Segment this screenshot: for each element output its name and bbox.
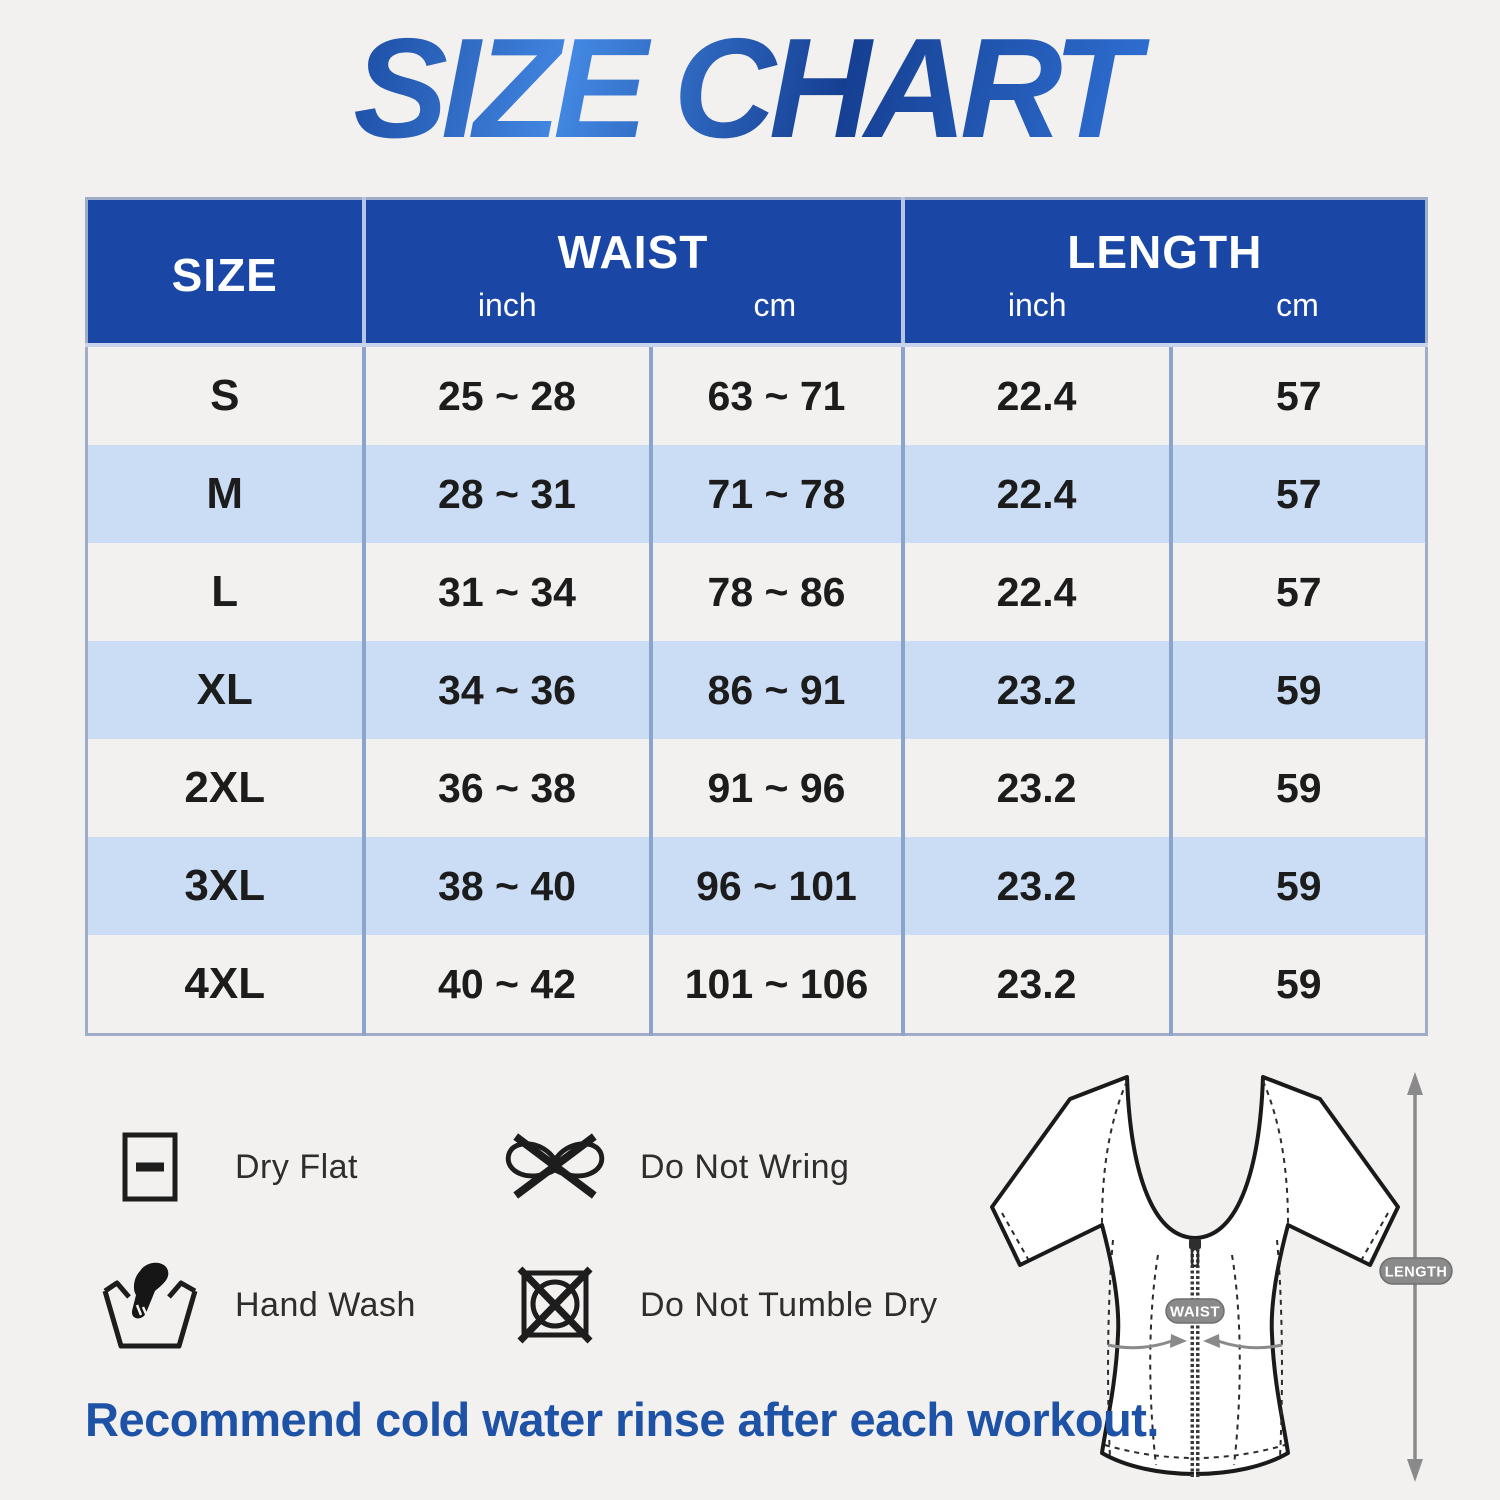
length-cm-cell: 59 [1168, 641, 1427, 739]
garment-illustration: WAIST LENGTH [990, 1072, 1453, 1482]
table-header-row: SIZE WAIST inch cm LENGTH inch cm [86, 198, 1427, 347]
waist-inch-cell: 28 ~ 31 [361, 445, 651, 543]
waist-arrowhead-left [1170, 1334, 1187, 1348]
waist-units: inch cm [366, 289, 901, 321]
column-header-waist: WAIST inch cm [361, 198, 903, 347]
care-label: Hand Wash [235, 1285, 416, 1324]
waist-inch-cell: 36 ~ 38 [361, 739, 651, 837]
size-cell: 4XL [86, 935, 364, 1035]
length-inch-cell: 22.4 [900, 543, 1171, 641]
length-header-label: LENGTH [1067, 225, 1263, 278]
length-unit-cm: cm [1276, 286, 1319, 323]
waist-label: WAIST [1170, 1304, 1220, 1321]
care-label: Do Not Wring [640, 1147, 850, 1186]
do-not-tumble-dry-icon [500, 1262, 610, 1348]
waist-arrowhead-right [1203, 1334, 1220, 1348]
waist-cm-cell: 91 ~ 96 [648, 739, 903, 837]
length-cm-cell: 57 [1168, 445, 1427, 543]
waist-cm-cell: 86 ~ 91 [648, 641, 903, 739]
care-item-do-not-tumble-dry: Do Not Tumble Dry [500, 1262, 975, 1348]
waist-unit-cm: cm [753, 286, 797, 323]
length-cm-cell: 59 [1168, 739, 1427, 837]
garment-diagram: WAIST LENGTH [950, 1055, 1485, 1500]
length-inch-cell: 23.2 [900, 739, 1171, 837]
care-label: Do Not Tumble Dry [640, 1285, 938, 1324]
waist-inch-cell: 31 ~ 34 [361, 543, 651, 641]
table-row: S 25 ~ 28 63 ~ 71 22.4 57 [86, 345, 1427, 445]
table-row: XL 34 ~ 36 86 ~ 91 23.2 59 [86, 641, 1427, 739]
care-item-do-not-wring: Do Not Wring [500, 1128, 975, 1206]
dry-flat-icon [95, 1132, 205, 1202]
waist-inch-cell: 38 ~ 40 [361, 837, 651, 935]
size-cell: M [86, 445, 364, 543]
zipper [1189, 1239, 1201, 1479]
length-inch-cell: 22.4 [900, 445, 1171, 543]
size-cell: 3XL [86, 837, 364, 935]
do-not-wring-icon [500, 1128, 610, 1206]
size-cell: XL [86, 641, 364, 739]
length-cm-cell: 57 [1168, 345, 1427, 445]
hand-wash-icon [95, 1259, 205, 1351]
waist-inch-cell: 25 ~ 28 [361, 345, 651, 445]
length-label-pill: LENGTH [1379, 1257, 1453, 1285]
care-instructions: Dry Flat Do Not Wring [95, 1098, 975, 1374]
care-item-hand-wash: Hand Wash [95, 1259, 500, 1351]
waist-unit-inch: inch [477, 286, 537, 323]
column-header-length: LENGTH inch cm [900, 198, 1427, 347]
length-inch-cell: 23.2 [900, 641, 1171, 739]
length-units: inch cm [905, 289, 1426, 321]
size-header-label: SIZE [171, 248, 278, 301]
size-cell: L [86, 543, 364, 641]
table-row: 3XL 38 ~ 40 96 ~ 101 23.2 59 [86, 837, 1427, 935]
waist-arrows [1107, 1339, 1283, 1350]
waist-cm-cell: 78 ~ 86 [648, 543, 903, 641]
table-row: 4XL 40 ~ 42 101 ~ 106 23.2 59 [86, 935, 1427, 1035]
waist-cm-cell: 96 ~ 101 [648, 837, 903, 935]
waist-inch-cell: 34 ~ 36 [361, 641, 651, 739]
footnote: Recommend cold water rinse after each wo… [85, 1393, 1159, 1446]
length-label: LENGTH [1385, 1265, 1448, 1281]
length-cm-cell: 59 [1168, 837, 1427, 935]
waist-inch-cell: 40 ~ 42 [361, 935, 651, 1035]
waist-header-label: WAIST [557, 225, 709, 278]
waist-label-pill: WAIST [1165, 1298, 1225, 1324]
length-cm-cell: 57 [1168, 543, 1427, 641]
length-inch-cell: 23.2 [900, 935, 1171, 1035]
size-cell: 2XL [86, 739, 364, 837]
length-unit-inch: inch [1007, 286, 1067, 323]
table-row: L 31 ~ 34 78 ~ 86 22.4 57 [86, 543, 1427, 641]
waist-cm-cell: 101 ~ 106 [648, 935, 903, 1035]
care-label: Dry Flat [235, 1147, 358, 1186]
size-table: SIZE WAIST inch cm LENGTH inch cm [85, 197, 1429, 1036]
waist-cm-cell: 71 ~ 78 [648, 445, 903, 543]
table-row: 2XL 36 ~ 38 91 ~ 96 23.2 59 [86, 739, 1427, 837]
column-header-size: SIZE [86, 198, 364, 347]
length-inch-cell: 23.2 [900, 837, 1171, 935]
waist-cm-cell: 63 ~ 71 [648, 345, 903, 445]
size-cell: S [86, 345, 364, 445]
length-inch-cell: 22.4 [900, 345, 1171, 445]
length-cm-cell: 59 [1168, 935, 1427, 1035]
page-title: SIZE CHART [0, 14, 1500, 163]
table-row: M 28 ~ 31 71 ~ 78 22.4 57 [86, 445, 1427, 543]
care-item-dry-flat: Dry Flat [95, 1132, 500, 1202]
